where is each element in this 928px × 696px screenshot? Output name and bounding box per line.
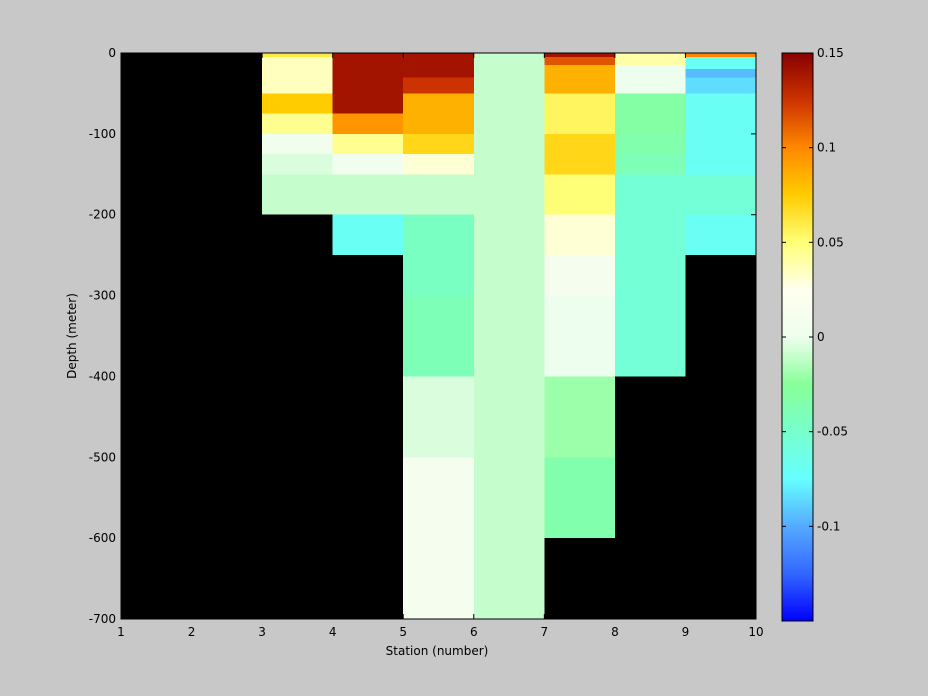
heatmap-cell (403, 376, 474, 458)
heatmap-cell (473, 53, 545, 619)
heatmap-cell (403, 174, 474, 215)
heatmap-cell (262, 57, 333, 94)
y-tick-label: -600 (89, 531, 116, 545)
heatmap-cell (544, 93, 615, 134)
colorbar-ticks: 0.15 0.1 0.05 0 -0.05 -0.1 (782, 46, 848, 533)
heatmap-cell (544, 214, 615, 256)
heatmap-cell (262, 154, 333, 175)
heatmap-cell (332, 53, 404, 114)
y-axis-label: Depth (meter) (65, 293, 79, 379)
heatmap-cell (685, 93, 756, 175)
heatmap-cell (332, 133, 404, 155)
y-tick-label: -500 (89, 450, 116, 464)
heatmap-cell (614, 93, 686, 134)
x-tick-label: 2 (188, 625, 196, 639)
colorbar-tick-label: 0.15 (817, 46, 844, 60)
x-axis-label: Station (number) (386, 644, 489, 658)
colorbar-tick-label: -0.1 (817, 519, 840, 533)
heatmap-cell (685, 77, 756, 94)
x-tick-label: 7 (541, 625, 549, 639)
colorbar-tick-label: 0 (817, 330, 825, 344)
x-tick-label: 4 (329, 625, 337, 639)
x-tick-label: 3 (258, 625, 266, 639)
heatmap-cell (544, 255, 615, 296)
x-tick-label: 5 (399, 625, 407, 639)
heatmap-cell (332, 214, 404, 256)
heatmap-cell (403, 295, 474, 377)
heatmap-cell (614, 174, 686, 377)
plot-frame (120, 52, 757, 620)
heatmap-cell (544, 376, 615, 458)
x-tick-label: 10 (748, 625, 763, 639)
x-tick-label: 8 (611, 625, 619, 639)
heatmap-cell (332, 174, 404, 215)
heatmap-cell (544, 57, 615, 66)
heatmap-cell (544, 457, 615, 539)
x-tick-label: 9 (682, 625, 690, 639)
heatmap-cell (544, 174, 615, 215)
heatmap-cell (403, 214, 474, 296)
x-tick-label: 1 (117, 625, 125, 639)
y-tick-label: -100 (89, 127, 116, 141)
heatmap-cell (262, 113, 333, 134)
y-tick-label: -200 (89, 208, 116, 222)
heatmap-cell (403, 77, 474, 94)
heatmap-cell (403, 53, 474, 78)
heatmap-cell (544, 133, 615, 175)
heatmap-cell (544, 295, 615, 377)
y-tick-label: -400 (89, 369, 116, 383)
y-axis-ticks: 0 -100 -200 -300 -400 -500 -600 -700 (89, 46, 756, 626)
colorbar-tick-label: -0.05 (817, 425, 848, 439)
heatmap-cell (403, 154, 474, 175)
heatmap-cells (262, 53, 756, 619)
heatmap-cell (262, 93, 333, 114)
heatmap-cell (685, 57, 756, 70)
heatmap-cell (614, 65, 686, 94)
heatmap-cell (614, 154, 686, 175)
heatmap-cell (685, 53, 756, 58)
heatmap-cell (403, 457, 474, 619)
colorbar-tick-label: 0.1 (817, 141, 836, 155)
heatmap-cell (614, 53, 686, 66)
heatmap-cell (685, 174, 756, 215)
heatmap-cell (685, 214, 756, 256)
heatmap-cell (403, 133, 474, 155)
colorbar (781, 52, 814, 622)
heatmap-cell (544, 53, 615, 58)
heatmap-cell (544, 65, 615, 94)
heatmap-cell (614, 133, 686, 155)
heatmap-cell (332, 154, 404, 175)
y-tick-label: 0 (108, 46, 116, 60)
heatmap-cell (685, 69, 756, 78)
colorbar-tick-label: 0.05 (817, 235, 844, 249)
heatmap-cell (332, 113, 404, 134)
heatmap-cell (262, 53, 333, 58)
heatmap-cell (262, 133, 333, 155)
y-tick-label: -300 (89, 289, 116, 303)
heatmap-cell (262, 174, 333, 215)
x-tick-label: 6 (470, 625, 478, 639)
y-tick-label: -700 (89, 612, 116, 626)
x-axis-ticks: 1 2 3 4 5 6 7 8 9 10 (117, 53, 764, 639)
heatmap-cell (403, 93, 474, 134)
